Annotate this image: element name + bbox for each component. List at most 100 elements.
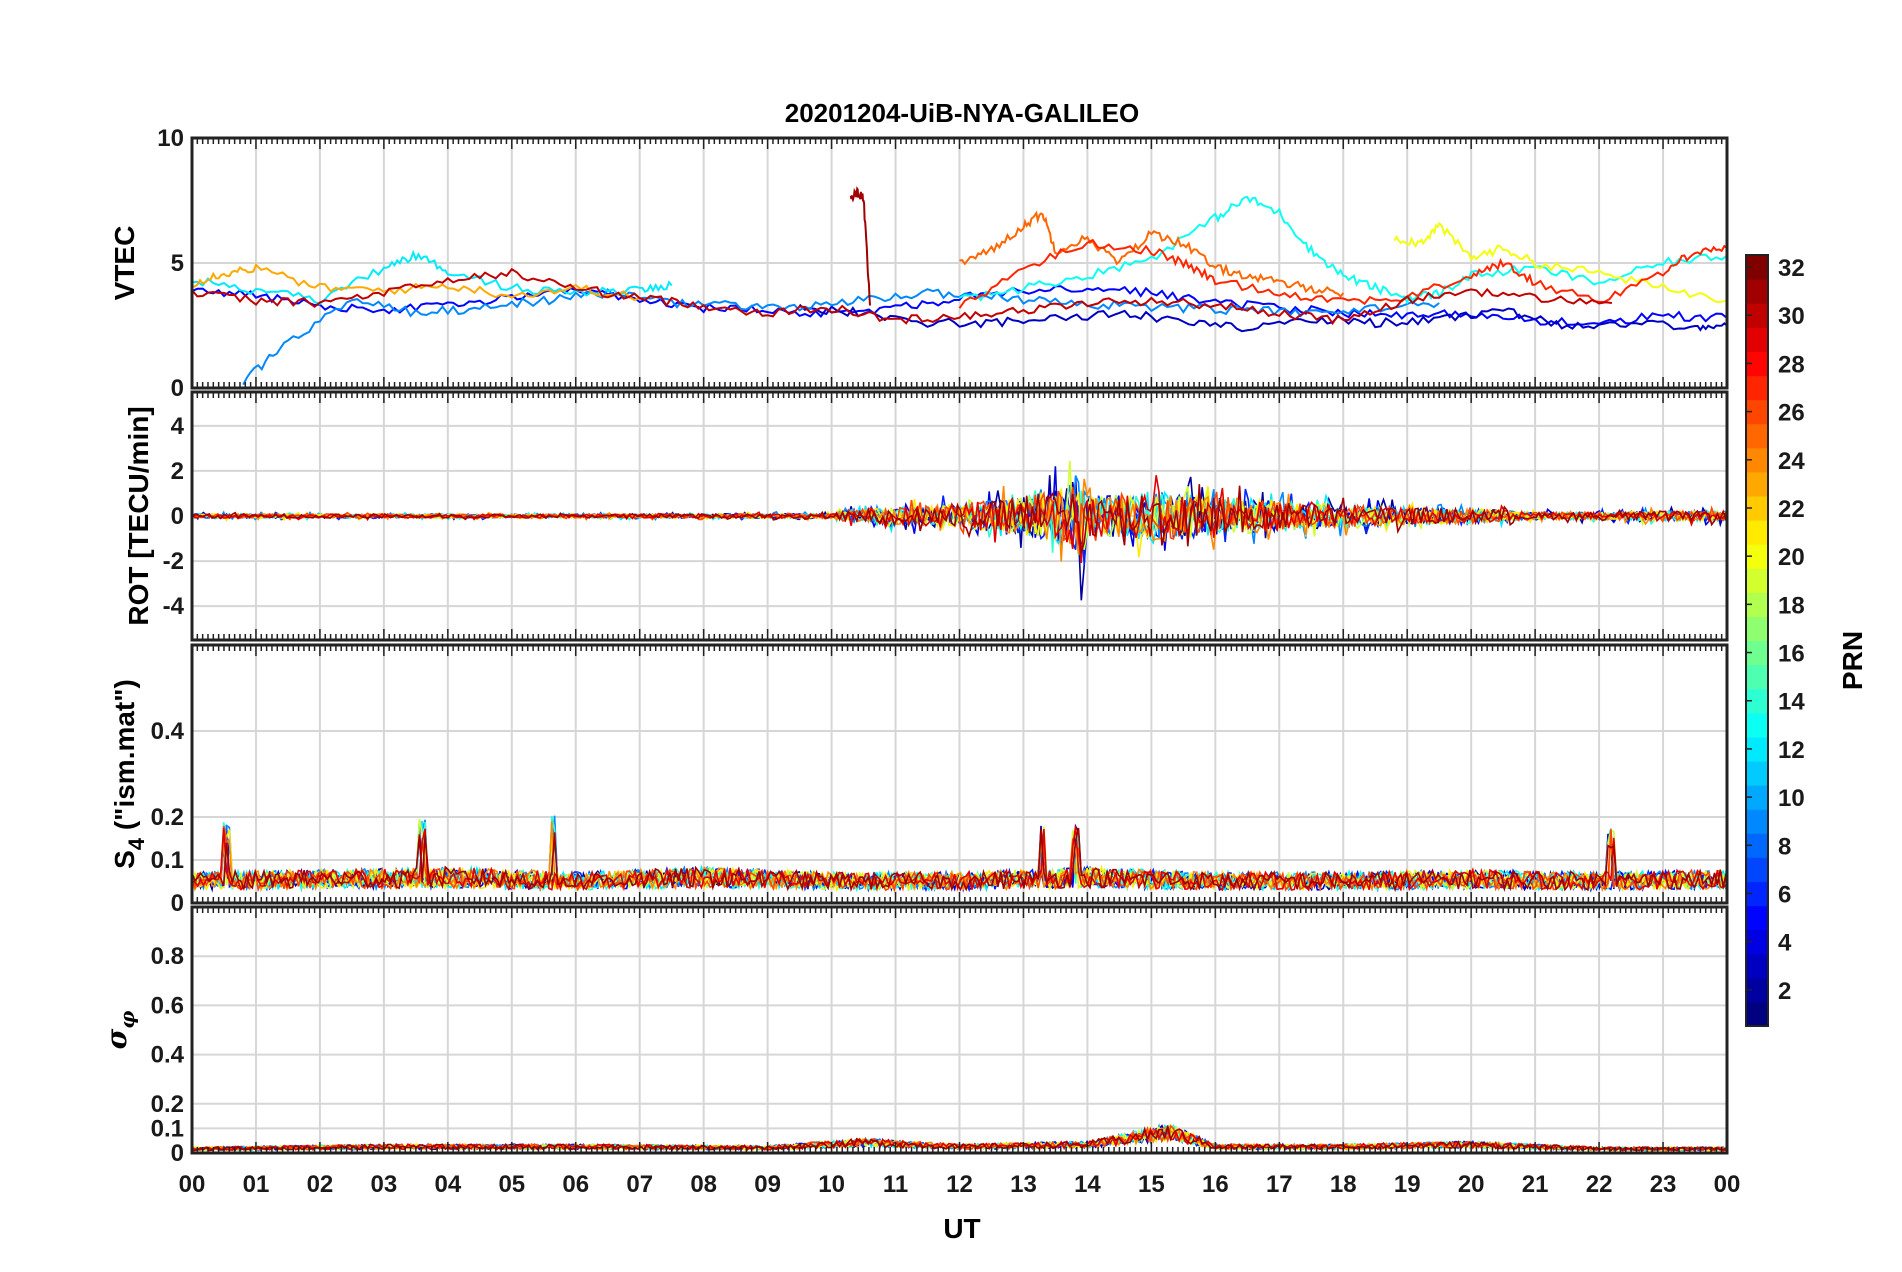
colorbar-bin xyxy=(1746,881,1768,907)
series-prn-3 xyxy=(798,303,1727,333)
colorbar-bin xyxy=(1746,495,1768,521)
colorbar-tick-label: 30 xyxy=(1778,303,1805,330)
series-prn-30 xyxy=(192,267,1613,326)
colorbar-bin xyxy=(1746,833,1768,858)
y-tick-label: 0 xyxy=(171,1140,184,1167)
x-tick-label: 06 xyxy=(562,1171,589,1198)
colorbar-bin xyxy=(1746,640,1768,666)
colorbar-bin xyxy=(1746,688,1768,714)
y-tick-label: 0.4 xyxy=(151,1042,185,1069)
x-tick-label: 15 xyxy=(1138,1171,1165,1198)
colorbar-bin xyxy=(1746,544,1768,569)
x-tick-label: 21 xyxy=(1522,1171,1549,1198)
y-tick-label: -4 xyxy=(163,593,185,620)
y-tick-label: 0.8 xyxy=(151,943,184,970)
x-tick-label: 12 xyxy=(946,1171,973,1198)
y-tick-label: -2 xyxy=(163,548,184,575)
colorbar-tick-label: 26 xyxy=(1778,400,1805,427)
colorbar-bin xyxy=(1746,471,1768,497)
x-tick-label: 08 xyxy=(690,1171,717,1198)
colorbar-bin xyxy=(1746,423,1768,449)
series-prn-9 xyxy=(242,287,1440,386)
x-tick-label: 04 xyxy=(434,1171,461,1198)
x-tick-label: 03 xyxy=(371,1171,398,1198)
colorbar-label: PRN xyxy=(1837,631,1868,690)
x-tick-label: 09 xyxy=(754,1171,781,1198)
colorbar-tick-label: 22 xyxy=(1778,496,1805,523)
colorbar-bin xyxy=(1746,375,1768,401)
x-tick-label: 01 xyxy=(243,1171,270,1198)
colorbar-bin xyxy=(1746,809,1768,834)
x-tick-label: 11 xyxy=(883,1171,908,1198)
colorbar-tick-label: 14 xyxy=(1778,689,1805,716)
series-prn-23 xyxy=(192,263,641,302)
x-tick-label: 07 xyxy=(626,1171,653,1198)
series-prn-31 xyxy=(192,827,1727,893)
data-lines xyxy=(192,815,1727,894)
colorbar-bin xyxy=(1746,953,1768,979)
colorbar-tick-label: 18 xyxy=(1778,592,1805,619)
y-tick-label: 0.6 xyxy=(151,992,184,1019)
y-tick-label: 5 xyxy=(171,250,184,277)
series-prn-25 xyxy=(959,210,1345,299)
x-tick-label: 23 xyxy=(1650,1171,1677,1198)
series-prn-24 xyxy=(192,821,1727,893)
panel-3: 00.10.2 0.4 0.6 0.8 σφ xyxy=(100,905,1729,1167)
colorbar-bin xyxy=(1746,905,1768,931)
y-tick-label: 0.1 xyxy=(151,847,184,874)
x-axis-label: UT xyxy=(943,1213,980,1244)
panel-2: 0 0.1 0.2 0.4S4 ("ism.mat") xyxy=(109,643,1729,917)
colorbar-bin xyxy=(1746,616,1768,642)
colorbar-bin xyxy=(1746,977,1768,1003)
colorbar-bin xyxy=(1746,351,1768,377)
x-tick-label: 20 xyxy=(1458,1171,1485,1198)
y-tick-label: 0.2 xyxy=(151,804,184,831)
y-tick-label: 0.4 xyxy=(151,718,185,745)
colorbar-tick-label: 24 xyxy=(1778,448,1805,475)
y-axis-label: S4 ("ism.mat") xyxy=(109,679,149,869)
x-tick-label: 05 xyxy=(498,1171,525,1198)
chart-title: 20201204-UiB-NYA-GALILEO xyxy=(785,98,1140,128)
y-tick-label: 0.2 xyxy=(151,1091,184,1118)
series-prn-5 xyxy=(192,285,1727,326)
x-tick-label: 17 xyxy=(1266,1171,1293,1198)
x-tick-label: 19 xyxy=(1394,1171,1421,1198)
panel-0: 0 5 10 VTEC xyxy=(109,125,1729,402)
colorbar-tick-label: 8 xyxy=(1778,833,1791,860)
colorbar-tick-label: 16 xyxy=(1778,641,1805,668)
colorbar-bin xyxy=(1746,520,1768,545)
colorbar-tick-label: 6 xyxy=(1778,881,1791,908)
colorbar-tick-label: 4 xyxy=(1778,930,1792,957)
y-tick-label: 0 xyxy=(171,890,184,917)
panel-1: -4 -2 0 2 4 ROT [TECU/min] xyxy=(123,390,1729,642)
series-prn-26 xyxy=(192,486,1727,545)
y-tick-label: 0.1 xyxy=(151,1115,184,1142)
colorbar-bin xyxy=(1746,664,1768,690)
y-tick-label: 2 xyxy=(171,458,184,485)
colorbar-bin xyxy=(1746,447,1768,473)
x-tick-label: 16 xyxy=(1202,1171,1229,1198)
y-tick-label: 4 xyxy=(171,413,185,440)
colorbar-tick-label: 32 xyxy=(1778,255,1805,282)
colorbar-bin xyxy=(1746,760,1768,786)
y-tick-label: 10 xyxy=(157,125,184,152)
y-axis-label: σφ xyxy=(100,1011,139,1050)
colorbar-bin xyxy=(1746,1001,1768,1027)
colorbar-tick-label: 10 xyxy=(1778,785,1805,812)
y-tick-label: 0 xyxy=(171,503,184,530)
y-axis-label: ROT [TECU/min] xyxy=(123,406,154,625)
colorbar-tick-label: 12 xyxy=(1778,737,1805,764)
x-tick-label: 10 xyxy=(818,1171,845,1198)
data-lines xyxy=(192,460,1727,601)
x-tick-label: 14 xyxy=(1074,1171,1101,1198)
colorbar-bin xyxy=(1746,568,1768,593)
series-prn-29 xyxy=(192,475,1727,563)
series-prn-27 xyxy=(958,238,1727,309)
colorbar-tick-label: 20 xyxy=(1778,544,1805,571)
x-tick-label: 00 xyxy=(179,1171,206,1198)
colorbar-bin xyxy=(1746,736,1768,762)
x-tick-label: 00 xyxy=(1714,1171,1741,1198)
x-tick-label: 02 xyxy=(307,1171,334,1198)
